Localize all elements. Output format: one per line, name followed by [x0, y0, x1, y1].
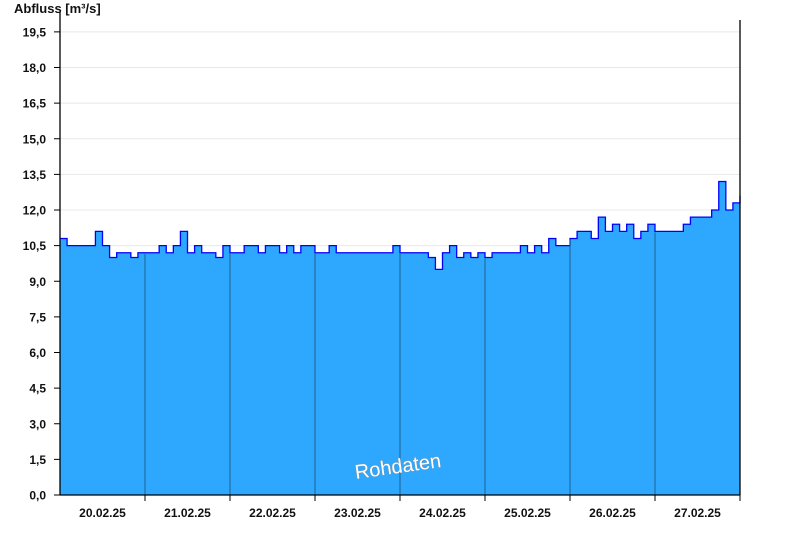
y-tick-label: 16,5 — [23, 97, 47, 111]
y-tick-label: 3,0 — [29, 417, 46, 431]
x-tick-label: 21.02.25 — [164, 506, 211, 520]
y-tick-label: 9,0 — [29, 275, 46, 289]
y-tick-label: 15,0 — [23, 132, 47, 146]
x-tick-label: 23.02.25 — [334, 506, 381, 520]
x-tick-label: 25.02.25 — [504, 506, 551, 520]
y-tick-label: 18,0 — [23, 61, 47, 75]
y-tick-label: 19,5 — [23, 25, 47, 39]
y-axis-label: Abfluss [m³/s] — [14, 1, 101, 16]
y-tick-label: 12,0 — [23, 204, 47, 218]
y-tick-label: 7,5 — [29, 310, 46, 324]
y-tick-label: 6,0 — [29, 346, 46, 360]
x-tick-label: 22.02.25 — [249, 506, 296, 520]
y-tick-label: 0,0 — [29, 489, 46, 503]
y-tick-label: 1,5 — [29, 453, 46, 467]
x-tick-label: 27.02.25 — [674, 506, 721, 520]
x-tick-label: 20.02.25 — [79, 506, 126, 520]
x-tick-label: 24.02.25 — [419, 506, 466, 520]
y-tick-label: 10,5 — [23, 239, 47, 253]
y-tick-label: 4,5 — [29, 382, 46, 396]
x-tick-label: 26.02.25 — [589, 506, 636, 520]
series-line — [60, 180, 741, 271]
y-tick-label: 13,5 — [23, 168, 47, 182]
